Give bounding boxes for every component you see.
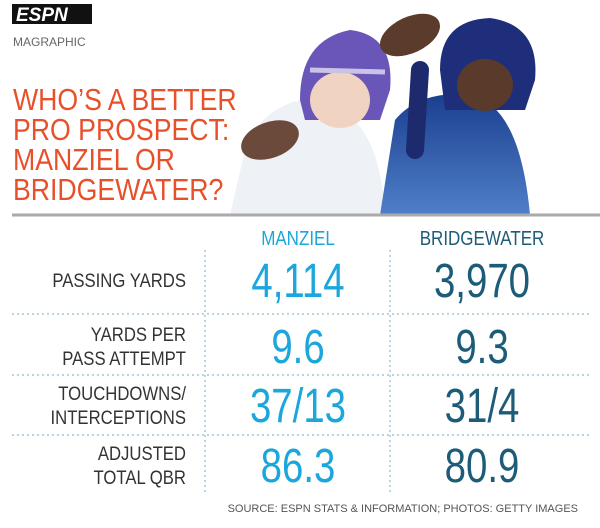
row-label: INTERCEPTIONS — [51, 407, 187, 428]
column-header: MANZIEL — [261, 227, 335, 250]
cell-value: 86.3 — [261, 440, 336, 493]
cell-value: 80.9 — [445, 440, 520, 493]
section: MAGRAPHIC — [13, 35, 86, 49]
grid — [12, 250, 590, 492]
cell-value: 9.6 — [271, 321, 324, 374]
title-line: MANZIEL OR — [13, 143, 175, 177]
title-line: BRIDGEWATER? — [13, 173, 223, 207]
title-line: WHO’S A BETTER — [13, 83, 237, 117]
title-line: PRO PROSPECT: — [13, 113, 229, 147]
source: SOURCE: ESPN STATS & INFORMATION; PHOTOS… — [228, 503, 578, 515]
column-header: BRIDGEWATER — [420, 227, 545, 250]
row-label: PASSING YARDS — [52, 270, 186, 291]
row-label: ADJUSTED — [98, 443, 186, 464]
cell-value: 3,970 — [434, 255, 530, 308]
row-label: TOUCHDOWNS/ — [58, 383, 186, 404]
photo — [230, 13, 536, 215]
cell-value: 4,114 — [251, 255, 344, 308]
cell-value: 9.3 — [455, 321, 508, 374]
row-label: TOTAL QBR — [94, 467, 187, 488]
cell-value: 31/4 — [445, 380, 520, 433]
cell-value: 37/13 — [250, 380, 346, 433]
row-label: YARDS PER — [91, 324, 186, 345]
logo-box — [12, 4, 92, 24]
row-label: PASS ATTEMPT — [62, 348, 186, 369]
logo: ESPN — [16, 5, 69, 26]
